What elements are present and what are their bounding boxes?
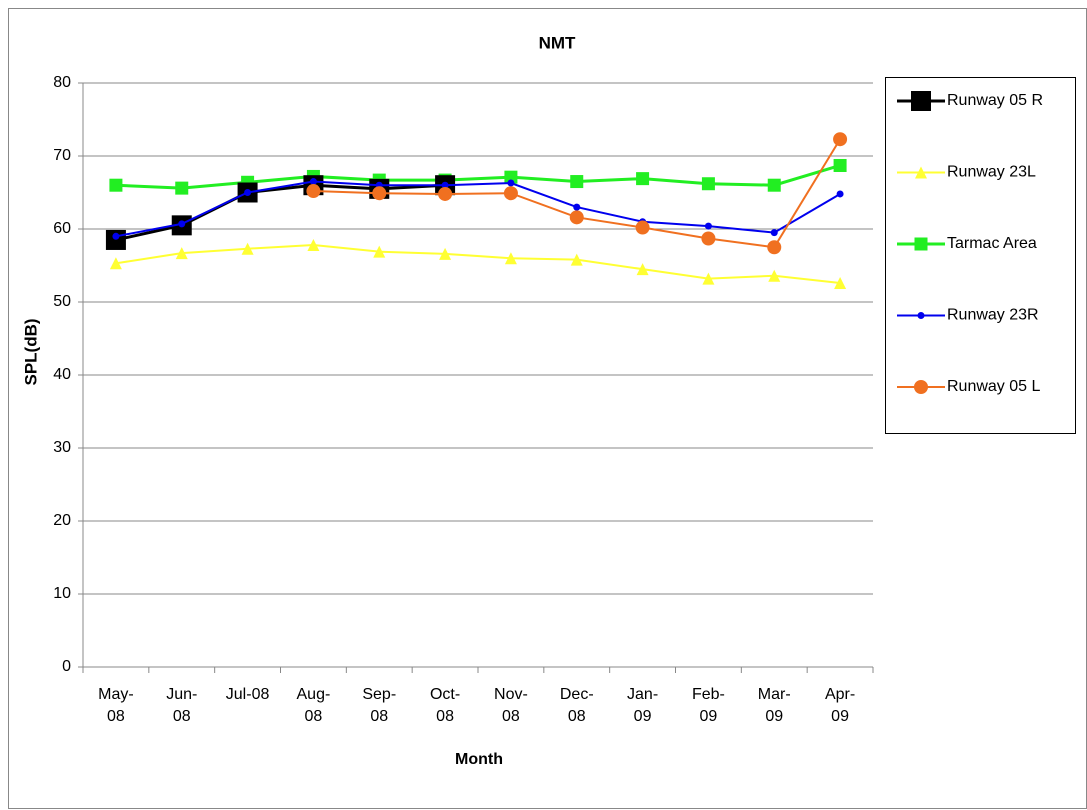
x-tick-label: Aug-08	[296, 686, 331, 725]
y-tick-label: 30	[53, 439, 71, 456]
marker	[768, 269, 781, 282]
marker	[770, 229, 778, 237]
marker	[704, 222, 712, 230]
marker	[836, 190, 844, 198]
marker	[306, 184, 321, 199]
marker	[701, 177, 715, 191]
legend-label: Runway 05 R	[947, 92, 1043, 109]
marker	[914, 380, 928, 394]
x-tick-label: Mar-09	[757, 686, 791, 725]
y-tick-label: 70	[53, 147, 71, 164]
y-tick-label: 80	[53, 74, 71, 91]
marker	[175, 247, 188, 260]
marker	[109, 257, 122, 270]
marker	[241, 242, 254, 255]
marker	[570, 253, 583, 266]
legend-label: Runway 23R	[947, 307, 1039, 324]
x-tick-label: May-08	[98, 686, 134, 725]
legend-label: Runway 23L	[947, 164, 1036, 181]
marker	[438, 186, 453, 201]
marker	[441, 181, 449, 189]
marker	[507, 179, 515, 187]
marker	[636, 263, 649, 276]
marker	[373, 245, 386, 258]
marker	[569, 210, 584, 225]
marker	[917, 312, 925, 319]
x-tick-label: Oct-08	[429, 686, 461, 725]
legend-label: Runway 05 L	[947, 378, 1040, 395]
marker	[573, 203, 581, 211]
marker	[833, 158, 847, 172]
chart-title: NMT	[539, 33, 576, 52]
marker	[833, 132, 848, 147]
marker	[244, 189, 252, 196]
marker	[702, 272, 715, 285]
marker	[504, 252, 517, 265]
marker	[701, 231, 716, 246]
y-axis-label: SPL(dB)	[21, 318, 40, 385]
legend-label: Tarmac Area	[947, 235, 1037, 252]
series-line	[115, 180, 841, 238]
marker	[635, 220, 650, 235]
marker	[503, 186, 518, 201]
marker	[767, 178, 781, 192]
marker	[834, 277, 847, 290]
marker	[767, 240, 782, 255]
x-tick-label: Sep-08	[362, 686, 397, 725]
marker	[112, 232, 120, 240]
y-tick-label: 50	[53, 293, 71, 310]
y-tick-label: 60	[53, 220, 71, 237]
marker	[372, 186, 387, 201]
series-line	[115, 183, 446, 242]
y-tick-label: 40	[53, 366, 71, 383]
marker	[309, 178, 317, 186]
marker	[307, 239, 320, 252]
marker	[504, 170, 518, 184]
series-line	[115, 244, 841, 285]
marker	[178, 220, 186, 228]
marker	[914, 237, 928, 251]
marker	[439, 247, 452, 260]
marker	[109, 178, 123, 192]
y-tick-label: 0	[62, 658, 71, 675]
y-tick-label: 20	[53, 512, 71, 529]
y-tick-label: 10	[53, 585, 71, 602]
series-line	[115, 164, 841, 190]
x-tick-label: Jul-08	[225, 686, 270, 703]
marker	[911, 91, 931, 111]
x-tick-label: Feb-09	[691, 686, 725, 725]
x-tick-label: Apr-09	[824, 686, 856, 725]
marker	[175, 181, 189, 195]
legend-box	[885, 77, 1076, 434]
x-axis-label: Month	[455, 751, 503, 768]
x-tick-label: Nov-08	[494, 686, 528, 725]
x-tick-label: Jan-09	[627, 686, 659, 725]
x-tick-label: Dec-08	[559, 686, 594, 725]
marker	[570, 175, 584, 189]
marker	[636, 172, 650, 186]
x-tick-label: Jun-08	[166, 686, 198, 725]
marker	[915, 166, 927, 179]
